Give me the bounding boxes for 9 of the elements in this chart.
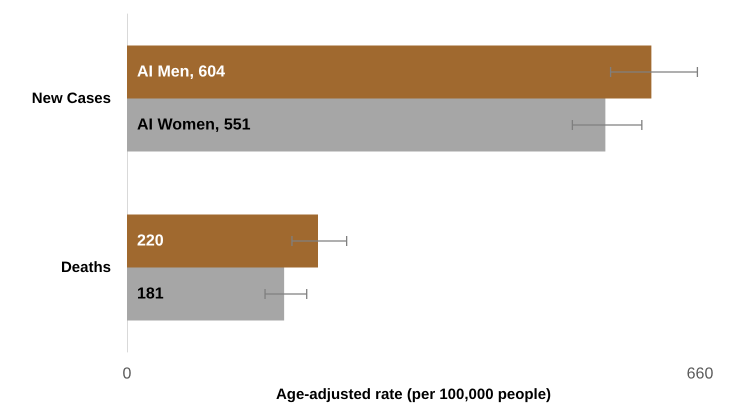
y-tick-label: Deaths [60, 259, 111, 276]
y-tick-label: New Cases [32, 90, 111, 107]
data-label: AI Men, 604 [137, 64, 226, 80]
x-tick-label: 0 [122, 366, 132, 382]
data-label: AI Women, 551 [137, 116, 251, 134]
x-axis-title: Age-adjusted rate (per 100,000 people) [276, 386, 552, 403]
data-label: 220 [137, 232, 164, 250]
data-label: 181 [137, 286, 164, 302]
x-tick-label: 660 [686, 366, 714, 382]
